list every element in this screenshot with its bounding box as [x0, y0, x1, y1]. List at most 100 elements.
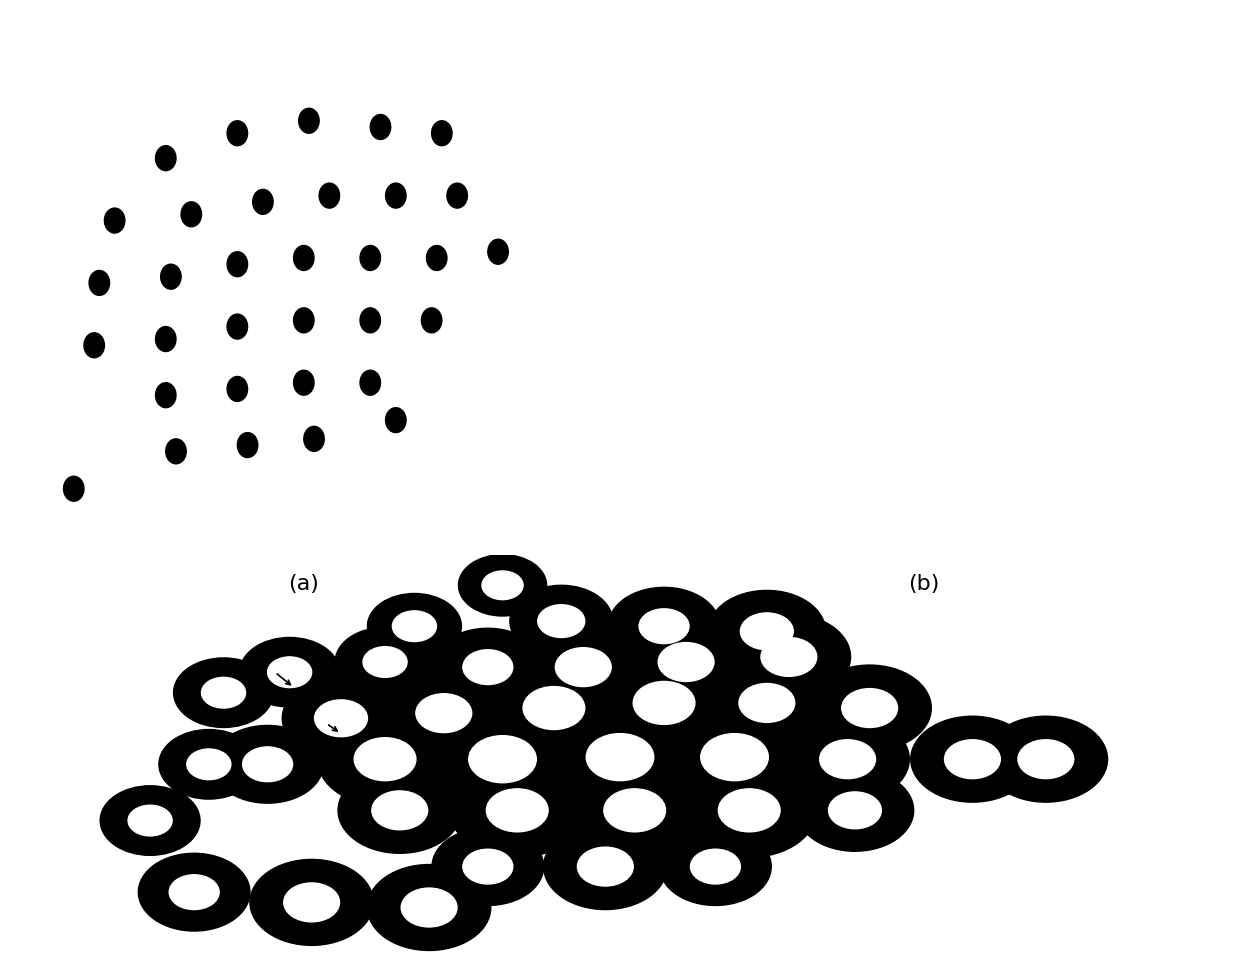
Circle shape: [294, 245, 314, 270]
Circle shape: [241, 174, 285, 230]
Circle shape: [450, 763, 585, 857]
Circle shape: [128, 806, 172, 836]
Circle shape: [319, 183, 340, 208]
Circle shape: [386, 408, 405, 433]
Circle shape: [842, 689, 898, 728]
Circle shape: [625, 619, 748, 705]
Circle shape: [761, 637, 817, 676]
Circle shape: [227, 314, 248, 339]
Circle shape: [294, 307, 314, 333]
Circle shape: [796, 770, 914, 851]
Circle shape: [682, 763, 817, 857]
Circle shape: [294, 371, 314, 395]
Circle shape: [660, 828, 771, 906]
Circle shape: [409, 293, 454, 347]
Circle shape: [281, 355, 326, 411]
Circle shape: [1018, 739, 1074, 778]
Circle shape: [63, 476, 84, 501]
Circle shape: [215, 106, 260, 161]
Circle shape: [304, 426, 324, 451]
Circle shape: [945, 739, 1001, 778]
Circle shape: [212, 726, 324, 803]
Circle shape: [367, 594, 461, 659]
Circle shape: [360, 371, 381, 395]
Circle shape: [706, 660, 828, 746]
Circle shape: [435, 168, 480, 223]
Circle shape: [432, 629, 543, 706]
Circle shape: [820, 739, 875, 778]
Circle shape: [739, 683, 795, 722]
Circle shape: [386, 183, 405, 208]
Circle shape: [315, 700, 367, 737]
Circle shape: [284, 883, 340, 921]
Circle shape: [402, 888, 458, 927]
Circle shape: [523, 687, 585, 730]
Circle shape: [355, 738, 415, 780]
Circle shape: [414, 231, 459, 285]
Circle shape: [347, 231, 393, 285]
Circle shape: [299, 108, 319, 133]
Circle shape: [727, 614, 851, 700]
Circle shape: [237, 433, 258, 457]
Circle shape: [658, 642, 714, 681]
Circle shape: [253, 190, 273, 214]
Circle shape: [159, 730, 259, 799]
Circle shape: [84, 333, 104, 358]
Circle shape: [469, 736, 536, 782]
Circle shape: [317, 712, 453, 807]
Circle shape: [360, 245, 381, 270]
Circle shape: [166, 439, 186, 464]
Text: (a): (a): [289, 574, 319, 595]
Circle shape: [718, 789, 780, 832]
Circle shape: [139, 853, 250, 931]
Circle shape: [432, 828, 543, 906]
Circle shape: [161, 265, 181, 289]
Circle shape: [201, 677, 246, 708]
Circle shape: [427, 245, 446, 270]
Circle shape: [596, 656, 732, 750]
Circle shape: [239, 637, 340, 707]
Circle shape: [910, 716, 1034, 802]
Circle shape: [144, 130, 188, 186]
Circle shape: [609, 588, 720, 666]
Circle shape: [463, 849, 513, 884]
Circle shape: [154, 424, 198, 479]
Circle shape: [691, 849, 740, 884]
Circle shape: [283, 677, 399, 759]
Circle shape: [808, 666, 931, 751]
Circle shape: [372, 791, 428, 830]
Circle shape: [587, 734, 653, 780]
Circle shape: [985, 716, 1107, 802]
Circle shape: [335, 628, 435, 697]
Circle shape: [358, 99, 403, 155]
Circle shape: [422, 307, 441, 333]
Circle shape: [828, 792, 882, 829]
Circle shape: [486, 661, 621, 755]
Circle shape: [429, 708, 575, 811]
Circle shape: [740, 613, 794, 650]
Circle shape: [306, 168, 352, 223]
Circle shape: [373, 393, 418, 448]
Circle shape: [104, 208, 125, 233]
Circle shape: [360, 307, 381, 333]
Circle shape: [72, 318, 117, 373]
Circle shape: [174, 658, 274, 728]
Circle shape: [510, 586, 613, 657]
Circle shape: [363, 647, 407, 677]
Circle shape: [227, 377, 248, 402]
Circle shape: [169, 875, 219, 910]
Circle shape: [432, 121, 453, 146]
Circle shape: [226, 417, 270, 473]
Circle shape: [661, 706, 808, 809]
Circle shape: [786, 716, 909, 802]
Circle shape: [482, 571, 523, 599]
Circle shape: [339, 768, 461, 853]
Circle shape: [543, 823, 667, 910]
Circle shape: [281, 231, 326, 285]
Circle shape: [286, 93, 331, 148]
Circle shape: [92, 193, 138, 248]
Circle shape: [708, 591, 826, 672]
Circle shape: [51, 461, 97, 517]
Circle shape: [144, 311, 188, 367]
Circle shape: [446, 183, 467, 208]
